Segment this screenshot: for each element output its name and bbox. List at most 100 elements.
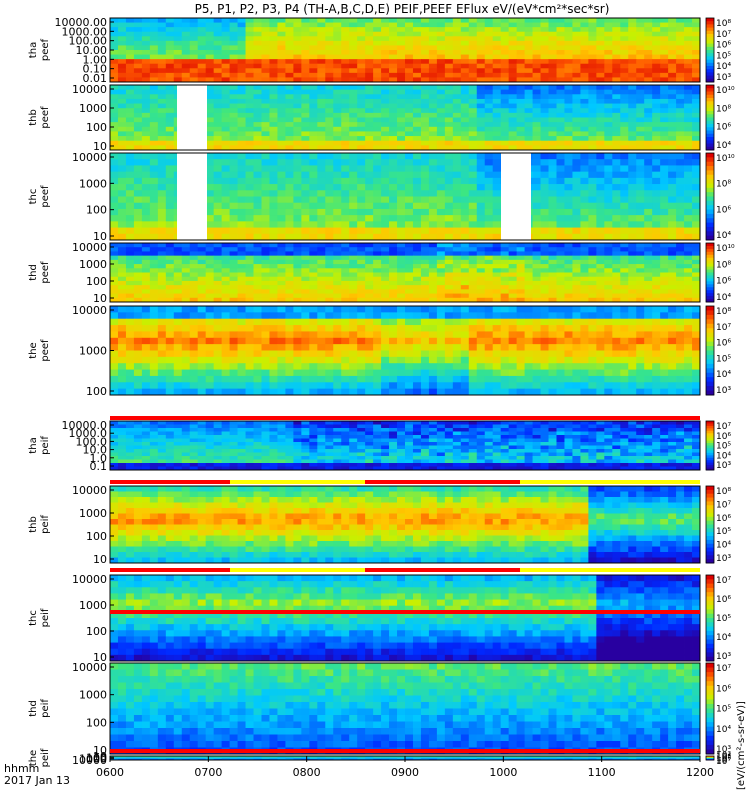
heatmap-cell xyxy=(428,264,438,269)
heatmap-cell xyxy=(333,112,342,118)
heatmap-cell xyxy=(285,208,294,216)
heatmap-cell xyxy=(197,276,207,282)
heatmap-cell xyxy=(636,165,645,173)
heatmap-cell xyxy=(460,77,470,83)
heatmap-cell xyxy=(644,190,653,197)
heatmap-cell xyxy=(668,165,677,173)
heatmap-cell xyxy=(309,98,318,104)
heatmap-cell xyxy=(636,202,645,210)
heatmap-cell xyxy=(420,98,430,104)
heatmap-cell xyxy=(229,126,238,132)
heatmap-cell xyxy=(548,243,557,248)
heatmap-cell xyxy=(365,318,374,326)
heatmap-cell xyxy=(644,171,653,179)
heatmap-cell xyxy=(532,22,541,28)
colorbar-swatch xyxy=(706,18,714,22)
colorbar-tick-label: 10⁶ xyxy=(716,123,731,133)
heatmap-cell xyxy=(141,77,151,83)
heatmap-cell xyxy=(532,68,541,74)
heatmap-cell xyxy=(341,94,350,100)
heatmap-cell xyxy=(548,247,557,252)
heatmap-cell xyxy=(301,293,310,299)
heatmap-cell xyxy=(173,50,183,55)
heatmap-cell xyxy=(572,350,581,358)
heatmap-cell xyxy=(341,165,350,173)
heatmap-cell xyxy=(117,255,127,261)
heatmap-cell xyxy=(588,31,597,37)
heatmap-cell xyxy=(524,63,533,69)
heatmap-cell xyxy=(325,268,334,273)
heatmap-cell xyxy=(500,331,510,339)
heatmap-cell xyxy=(564,131,573,137)
heatmap-cell xyxy=(229,297,238,303)
heatmap-cell xyxy=(628,227,637,235)
heatmap-cell xyxy=(524,145,533,151)
heatmap-cell xyxy=(293,77,302,83)
heatmap-cell xyxy=(213,251,223,257)
heatmap-cell xyxy=(325,103,334,109)
heatmap-cell xyxy=(389,72,398,78)
heatmap-cell xyxy=(285,112,294,118)
heatmap-cell xyxy=(141,268,151,273)
heatmap-cell xyxy=(165,159,175,166)
heatmap-cell xyxy=(397,159,406,166)
heatmap-cell xyxy=(492,331,502,339)
colorbar-swatch xyxy=(706,231,714,237)
heatmap-cell xyxy=(540,190,549,197)
colorbar-swatch xyxy=(706,140,714,144)
heatmap-cell xyxy=(652,325,661,332)
heatmap-cell xyxy=(189,63,199,69)
colorbar-frame xyxy=(705,242,715,303)
heatmap-cell xyxy=(484,264,494,269)
heatmap-cell xyxy=(684,98,693,104)
colorbar-tick-label: 10⁸ xyxy=(716,19,731,29)
heatmap-cell xyxy=(309,165,318,173)
heatmap-cell xyxy=(476,293,486,299)
heatmap-cell xyxy=(684,126,693,132)
heatmap-cell xyxy=(125,184,135,191)
heatmap-cell xyxy=(405,40,414,46)
heatmap-cell xyxy=(516,325,525,332)
heatmap-cell xyxy=(149,356,159,364)
heatmap-cell xyxy=(532,45,541,51)
heatmap-cell xyxy=(405,221,414,228)
heatmap-cell xyxy=(476,268,486,273)
heatmap-cell xyxy=(245,63,254,69)
heatmap-cell xyxy=(349,255,358,261)
heatmap-cell xyxy=(117,45,127,51)
heatmap-cell xyxy=(412,331,422,339)
heatmap-cell xyxy=(548,122,557,128)
heatmap-cell xyxy=(660,145,669,151)
heatmap-cell xyxy=(652,136,661,142)
heatmap-cell xyxy=(325,255,334,261)
heatmap-cell xyxy=(245,285,254,290)
heatmap-cell xyxy=(588,280,597,286)
heatmap-cell xyxy=(237,208,246,216)
heatmap-cell xyxy=(564,140,573,146)
heatmap-cell xyxy=(357,63,366,69)
heatmap-cell xyxy=(460,59,470,65)
heatmap-cell xyxy=(221,27,230,33)
heatmap-cell xyxy=(436,77,446,83)
heatmap-cell xyxy=(564,215,573,222)
heatmap-cell xyxy=(460,331,470,339)
heatmap-cell xyxy=(253,108,262,114)
heatmap-cell xyxy=(420,68,430,74)
heatmap-cell xyxy=(269,196,278,204)
heatmap-cell xyxy=(141,159,151,166)
heatmap-cell xyxy=(508,68,518,74)
heatmap-cell xyxy=(117,40,127,46)
heatmap-cell xyxy=(197,18,207,23)
heatmap-cell xyxy=(149,22,159,28)
y-tick-label: 1000.00 xyxy=(62,25,108,38)
heatmap-cell xyxy=(628,50,637,55)
heatmap-cell xyxy=(325,243,334,248)
heatmap-cell xyxy=(197,272,207,278)
heatmap-cell xyxy=(261,68,270,74)
heatmap-cell xyxy=(668,108,677,114)
heatmap-cell xyxy=(277,233,286,241)
heatmap-cell xyxy=(492,276,502,282)
heatmap-cell xyxy=(333,251,342,257)
heatmap-cell xyxy=(540,331,549,339)
